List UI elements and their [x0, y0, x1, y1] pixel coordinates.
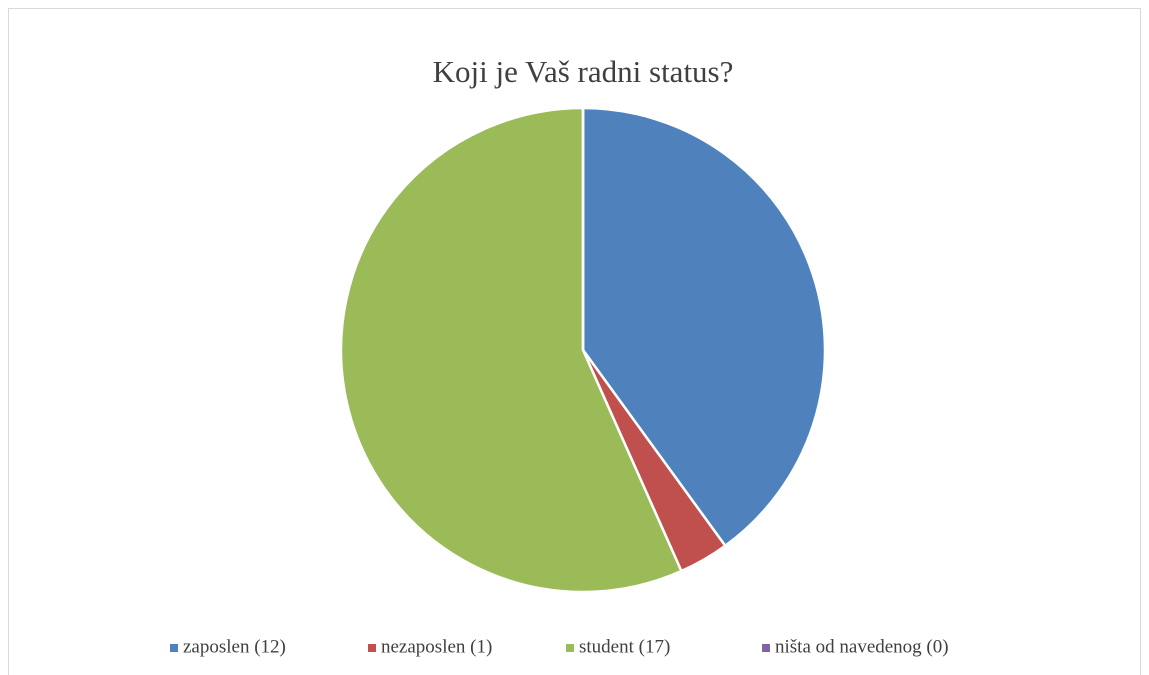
legend-swatch — [762, 644, 770, 652]
legend-swatch — [170, 644, 178, 652]
chart-title: Koji je Vaš radni status? — [433, 54, 734, 89]
pie-slice — [339, 106, 684, 594]
legend-swatch — [566, 644, 574, 652]
legend-label: ništa od navedenog (0) — [775, 636, 949, 657]
legend-label: zaposlen (12) — [183, 636, 286, 657]
legend-label: student (17) — [579, 636, 670, 657]
chart-frame — [8, 8, 1141, 675]
legend-swatch — [368, 644, 376, 652]
legend-label: nezaposlen (1) — [381, 636, 492, 657]
pie-slice — [581, 106, 827, 548]
